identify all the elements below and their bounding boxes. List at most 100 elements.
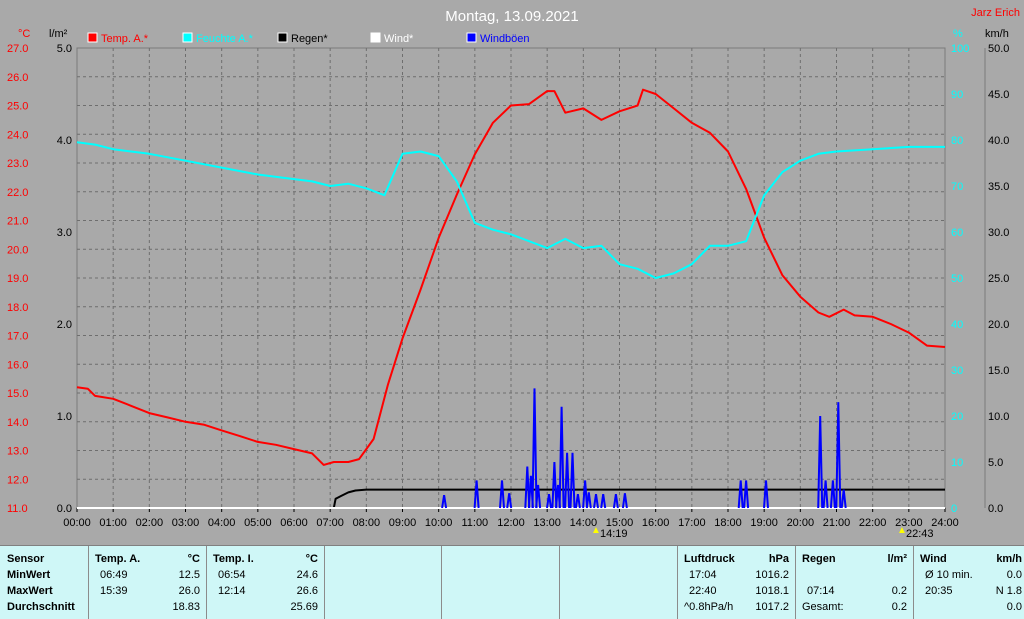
rain-tick-label: 4.0 [57, 135, 72, 147]
temp-tick-label: 17.0 [7, 331, 28, 343]
hum-tick-label: 30 [951, 365, 963, 377]
wind-tick-label: 0.0 [988, 503, 1003, 515]
gust-spike [499, 480, 505, 509]
gust-spike [763, 480, 769, 509]
pressure-avg-value: 1017.2 [755, 601, 789, 613]
wind-tick-label: 5.0 [988, 457, 1003, 469]
legend-label: Regen* [291, 33, 328, 45]
avg-row-label: Durchschnitt [7, 601, 75, 613]
wind-tick-label: 30.0 [988, 227, 1009, 239]
gust-spike [569, 452, 576, 509]
gust-spike [585, 492, 592, 509]
gust-spike [593, 494, 599, 509]
gust-spike [840, 489, 847, 509]
temp-i-avg-value: 25.69 [290, 601, 318, 613]
temp-tick-label: 11.0 [7, 503, 28, 515]
x-tick-label: 21:00 [823, 517, 851, 529]
gust-spike [817, 415, 824, 509]
legend-swatch [182, 32, 193, 43]
statistics-panel: Sensor MinWert MaxWert Durchschnitt Temp… [0, 545, 1024, 619]
marker-arrow-icon: ▲ [897, 525, 907, 536]
temp-a-min-time: 06:49 [100, 569, 128, 581]
rain-max-value: 0.2 [891, 585, 907, 597]
marker-2-time: 22:43 [906, 528, 934, 540]
hum-tick-label: 50 [951, 273, 963, 285]
wind-tick-label: 45.0 [988, 89, 1009, 101]
chart-legend: Temp. A.* Feuchte A.* Regen* Wind* Windböen [87, 32, 530, 45]
temp-tick-label: 19.0 [7, 273, 28, 285]
x-tick-label: 10:00 [425, 517, 453, 529]
temp-i-unit: °C [305, 553, 318, 565]
x-tick-label: 12:00 [497, 517, 525, 529]
x-tick-label: 20:00 [787, 517, 815, 529]
legend-label: Windböen [480, 33, 530, 45]
gust-spike [822, 480, 829, 509]
gust-spike [506, 493, 513, 509]
x-tick-label: 05:00 [244, 517, 272, 529]
temp-tick-label: 21.0 [7, 216, 28, 228]
temp-tick-label: 12.0 [7, 474, 28, 486]
temp-tick-label: 24.0 [7, 129, 28, 141]
legend-swatch [370, 32, 381, 43]
gust-spike [743, 480, 750, 509]
legend-label: Feuchte A.* [196, 33, 254, 45]
pressure-unit: hPa [768, 553, 789, 565]
gust-spike [551, 461, 558, 509]
wind-tick-label: 10.0 [988, 411, 1009, 423]
gust-spike [558, 406, 565, 509]
hum-tick-label: 70 [951, 181, 963, 193]
temp-tick-label: 15.0 [7, 388, 28, 400]
temp-a-min-value: 12.5 [178, 569, 200, 581]
legend-swatch [466, 32, 477, 43]
legend-label: Temp. A.* [101, 33, 149, 45]
temp-tick-label: 20.0 [7, 244, 28, 256]
wind-tick-label: 25.0 [988, 273, 1009, 285]
max-row-label: MaxWert [7, 585, 53, 597]
gust-spike [441, 494, 448, 509]
wind-avg-value: 0.0 [1006, 601, 1022, 613]
temp-tick-label: 13.0 [7, 446, 28, 458]
temp-tick-label: 18.0 [7, 302, 28, 314]
temp-tick-label: 27.0 [7, 43, 28, 55]
hum-tick-label: 90 [951, 89, 963, 101]
rain-header: Regen [802, 553, 836, 565]
wind-header: Wind [920, 553, 947, 565]
marker-1-time: 14:19 [600, 528, 628, 540]
hum-tick-label: 10 [951, 457, 963, 469]
x-tick-label: 09:00 [389, 517, 417, 529]
temp-a-unit: °C [187, 553, 200, 565]
x-tick-label: 13:00 [533, 517, 561, 529]
rain-unit-label: l/m² [49, 28, 68, 40]
x-tick-label: 22:00 [859, 517, 887, 529]
wind-tick-label: 50.0 [988, 43, 1009, 55]
temp-i-header: Temp. I. [213, 553, 254, 565]
rain-tick-label: 0.0 [57, 503, 72, 515]
wind-tick-label: 15.0 [988, 365, 1009, 377]
gust-spike [564, 452, 571, 509]
gust-spike [473, 480, 480, 509]
temp-i-min-value: 24.6 [296, 569, 318, 581]
temp-i-min-time: 06:54 [218, 569, 246, 581]
gust-spike [600, 494, 607, 509]
hum-unit-label: % [953, 28, 963, 40]
x-tick-label: 00:00 [63, 517, 91, 529]
temp-unit-label: °C [18, 28, 30, 40]
hum-tick-label: 60 [951, 227, 963, 239]
hum-tick-label: 100 [951, 43, 969, 55]
wind-max-time: 20:35 [925, 585, 953, 597]
legend-label: Wind* [384, 33, 414, 45]
gust-spike [524, 466, 531, 509]
temp-i-max-time: 12:14 [218, 585, 246, 597]
gust-spike [546, 494, 552, 509]
rain-max-time: 07:14 [807, 585, 835, 597]
axis-labels: 00:00 01:00 02:00 03:00 04:00 05:00 06:00 07:00… [7, 43, 1009, 529]
hum-tick-label: 0 [951, 503, 957, 515]
rain-unit: l/m² [887, 553, 907, 565]
x-tick-label: 19:00 [750, 517, 778, 529]
temp-tick-label: 22.0 [7, 187, 28, 199]
rain-tick-label: 5.0 [57, 43, 72, 55]
temp-a-max-value: 26.0 [178, 585, 200, 597]
wind-tick-label: 20.0 [988, 319, 1009, 331]
temp-a-max-time: 15:39 [100, 585, 128, 597]
temp-tick-label: 25.0 [7, 101, 28, 113]
